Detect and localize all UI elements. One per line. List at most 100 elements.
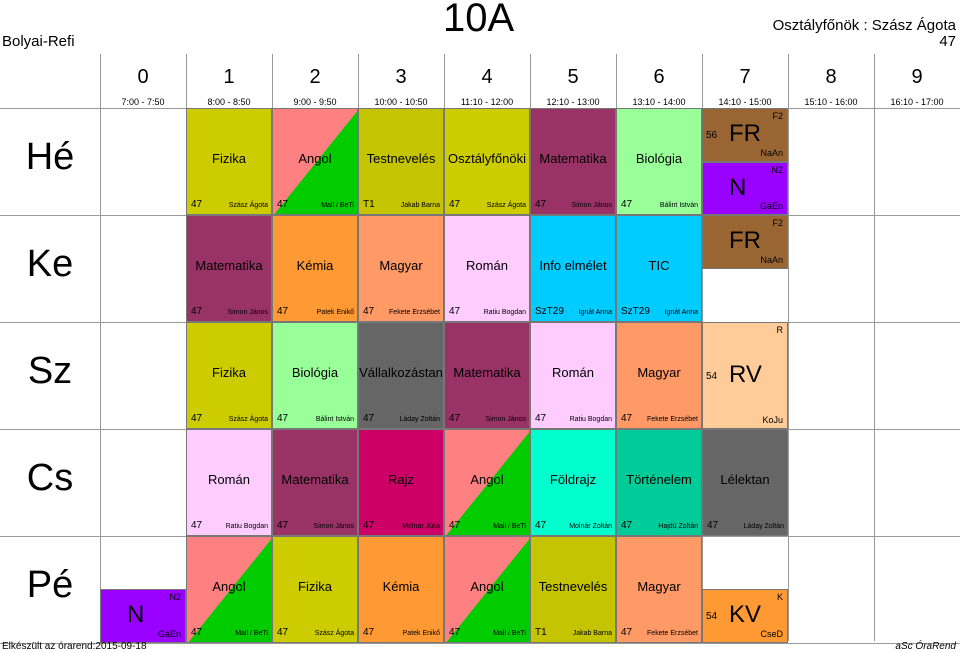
group-name: F2: [772, 218, 783, 228]
group-teacher: NaAn: [760, 255, 783, 265]
lesson-cell[interactable]: Történelem 47 Hajdú Zoltán: [616, 429, 702, 536]
period-number: 5: [567, 66, 579, 88]
group-room: 56: [706, 130, 718, 141]
lesson-room: 47: [191, 413, 203, 424]
lesson-cell[interactable]: Biológia 47 Bálint István: [616, 108, 702, 215]
period-number: 2: [309, 66, 321, 88]
lesson-cell[interactable]: Vállalkozástan 47 Láday Zoltán: [358, 322, 444, 429]
lesson-room: 47: [449, 199, 461, 210]
lesson-subject: Fizika: [212, 364, 246, 380]
lesson-cell[interactable]: Angol 47 Mall / BeTi: [444, 429, 530, 536]
lesson-teacher: Mall / BeTi: [321, 202, 354, 209]
lesson-room: 47: [191, 627, 203, 638]
lesson-subject: Magyar: [637, 364, 681, 380]
lesson-subject: TIC: [648, 257, 670, 273]
lesson-room: 47: [449, 627, 461, 638]
group-teacher: NaAn: [760, 148, 783, 158]
group-cell[interactable]: RV R KoJu 54: [702, 322, 788, 429]
lesson-subject: Rajz: [387, 471, 414, 487]
lesson-cell[interactable]: Kémia 47 Patek Enikő: [272, 215, 358, 322]
lesson-teacher: Ratiu Bogdan: [225, 523, 268, 530]
lesson-cell[interactable]: Román 47 Ratiu Bogdan: [444, 215, 530, 322]
lesson-cell[interactable]: Matematika 47 Simon János: [272, 429, 358, 536]
lesson-subject: Matematika: [195, 257, 263, 273]
lesson-cell[interactable]: Testnevelés T1 Jakab Barna: [530, 536, 616, 643]
period-time: 13:10 - 14:00: [632, 97, 686, 107]
lesson-subject: Matematika: [453, 364, 521, 380]
group-subject: N: [729, 173, 747, 201]
period-number: 7: [739, 66, 751, 88]
lesson-teacher: Fekete Erzsébet: [647, 416, 698, 423]
lesson-teacher: Szász Ágota: [228, 202, 268, 209]
lesson-teacher: Molnár Zoltán: [569, 523, 612, 530]
lesson-cell[interactable]: Rajz 47 Molnár Júlia: [358, 429, 444, 536]
lesson-teacher: Mall / BeTi: [493, 523, 526, 530]
lesson-cell[interactable]: Fizika 47 Szász Ágota: [272, 536, 358, 643]
lesson-cell[interactable]: Magyar 47 Fekete Erzsébet: [616, 536, 702, 643]
lesson-cell[interactable]: Magyar 47 Fekete Erzsébet: [616, 322, 702, 429]
lesson-cell[interactable]: Osztályfőnöki 47 Szász Ágota: [444, 108, 530, 215]
group-teacher: KoJu: [762, 415, 783, 425]
lesson-teacher: Mall / BeTi: [235, 630, 268, 637]
group-room: 54: [706, 370, 718, 382]
lesson-subject: Biológia: [291, 364, 339, 380]
lesson-cell[interactable]: Biológia 47 Bálint István: [272, 322, 358, 429]
lesson-teacher: Bálint István: [315, 416, 354, 423]
group-cell[interactable]: N N2 GáEn: [702, 162, 788, 215]
group-subject: KV: [729, 601, 762, 628]
lesson-subject: Matematika: [539, 150, 607, 166]
lesson-teacher: Bálint István: [659, 202, 698, 209]
lesson-subject: Magyar: [379, 257, 423, 273]
lesson-subject: Román: [208, 471, 250, 487]
lesson-teacher: Ratiu Bogdan: [569, 416, 612, 423]
lesson-subject: Testnevelés: [538, 578, 608, 594]
lesson-cell[interactable]: Román 47 Ratiu Bogdan: [186, 429, 272, 536]
lesson-subject: Lélektan: [720, 471, 770, 487]
lesson-cell[interactable]: Angol 47 Mall / BeTi: [272, 108, 358, 215]
group-teacher: CseD: [760, 629, 783, 639]
lesson-room: 47: [449, 413, 461, 424]
group-cell[interactable]: FR F2 NaAn 56: [702, 108, 788, 162]
lesson-room: 47: [277, 199, 289, 210]
period-time: 9:00 - 9:50: [293, 97, 337, 107]
period-time: 10:00 - 10:50: [374, 97, 428, 107]
lesson-cell[interactable]: Fizika 47 Szász Ágota: [186, 108, 272, 215]
lesson-cell[interactable]: Angol 47 Mall / BeTi: [444, 536, 530, 643]
lesson-subject: Történelem: [626, 471, 692, 487]
lesson-cell[interactable]: Angol 47 Mall / BeTi: [186, 536, 272, 643]
lesson-cell[interactable]: Lélektan 47 Láday Zoltán: [702, 429, 788, 536]
lesson-teacher: Simon János: [227, 309, 268, 316]
lesson-teacher: Láday Zoltán: [743, 523, 784, 530]
group-teacher: GáEn: [157, 629, 181, 639]
group-cell[interactable]: KV K CseD 54: [702, 589, 788, 643]
lesson-cell[interactable]: Kémia 47 Patek Enikő: [358, 536, 444, 643]
lesson-cell[interactable]: Matematika 47 Simon János: [530, 108, 616, 215]
lesson-room: 47: [363, 413, 375, 424]
lesson-room: SzT29: [535, 306, 564, 317]
lesson-subject: Kémia: [382, 578, 420, 594]
lesson-teacher: Fekete Erzsébet: [389, 309, 440, 316]
lesson-cell[interactable]: Matematika 47 Simon János: [186, 215, 272, 322]
lesson-cell[interactable]: Testnevelés T1 Jakab Barna: [358, 108, 444, 215]
lesson-room: T1: [363, 199, 375, 210]
group-cell[interactable]: FR F2 NaAn: [702, 215, 788, 269]
group-cell[interactable]: N N2 GáEn: [100, 589, 186, 643]
lesson-teacher: Simon János: [313, 523, 354, 530]
lesson-subject: Testnevelés: [366, 150, 436, 166]
period-number: 0: [137, 66, 149, 88]
lesson-room: 47: [707, 520, 719, 531]
lesson-cell[interactable]: Info elmélet SzT29 Ignát Anna: [530, 215, 616, 322]
lesson-cell[interactable]: Földrajz 47 Molnár Zoltán: [530, 429, 616, 536]
lesson-cell[interactable]: Magyar 47 Fekete Erzsébet: [358, 215, 444, 322]
group-room: 54: [706, 611, 718, 622]
lesson-cell[interactable]: Matematika 47 Simon János: [444, 322, 530, 429]
lesson-subject: Fizika: [212, 150, 246, 166]
timetable-grid: 0 7:00 - 7:50 1 8:00 - 8:50 2 9:00 - 9:50 3 10:…: [0, 54, 960, 644]
lesson-cell[interactable]: Román 47 Ratiu Bogdan: [530, 322, 616, 429]
lesson-subject: Vállalkozástan: [359, 364, 443, 380]
class-title: 10A: [443, 0, 515, 40]
lesson-cell[interactable]: Fizika 47 Szász Ágota: [186, 322, 272, 429]
lesson-cell[interactable]: TIC SzT29 Ignát Anna: [616, 215, 702, 322]
group-name: K: [776, 592, 783, 602]
lesson-room: 47: [621, 413, 633, 424]
